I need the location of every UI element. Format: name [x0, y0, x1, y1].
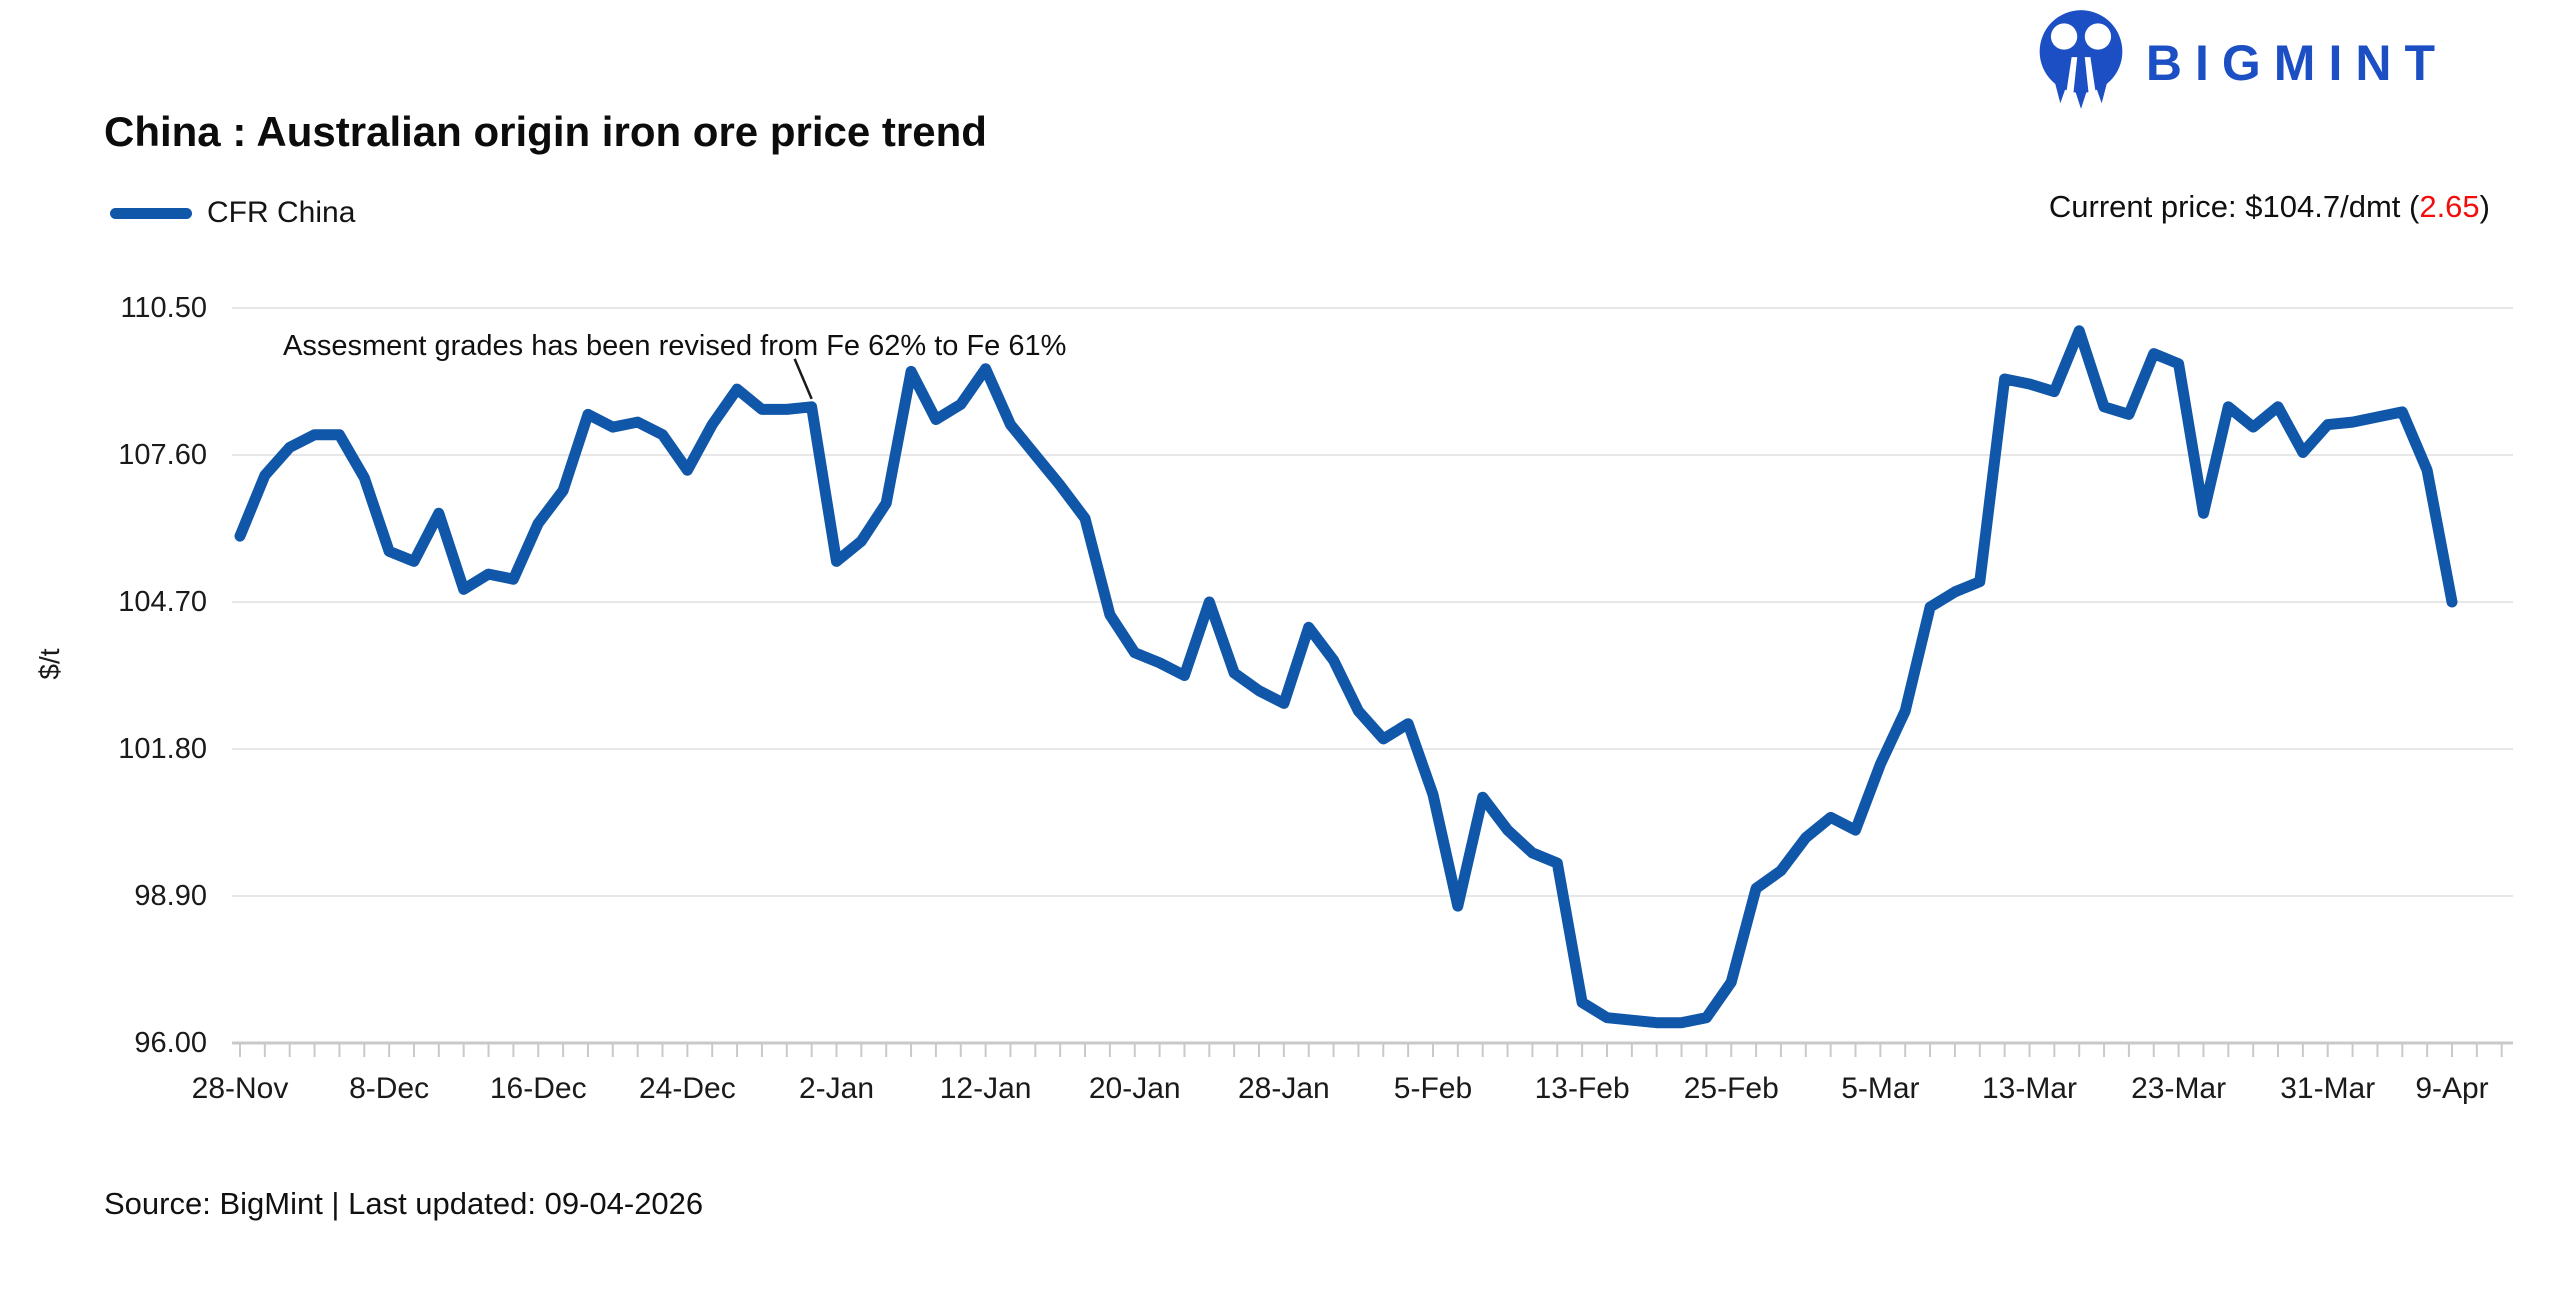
- annotation-note: Assesment grades has been revised from F…: [283, 330, 1067, 362]
- source-note: Source: BigMint | Last updated: 09-04-20…: [104, 1186, 704, 1221]
- x-tick-label: 5-Mar: [1841, 1072, 1920, 1105]
- annotation-pointer-line: [793, 358, 813, 400]
- page-title: China : Australian origin iron ore price…: [104, 108, 987, 155]
- x-tick-label: 13-Feb: [1534, 1072, 1630, 1105]
- x-tick-label: 9-Apr: [2415, 1072, 2489, 1105]
- x-tick-label: 28-Nov: [191, 1072, 289, 1105]
- x-tick-label: 28-Jan: [1237, 1072, 1330, 1105]
- current-price-change: 2.65: [2419, 189, 2480, 224]
- legend-line-swatch: [110, 207, 192, 219]
- y-tick-label: 98.90: [134, 880, 207, 912]
- y-tick-label: 104.70: [118, 586, 207, 618]
- current-price: Current price: $104.7/dmt (2.65): [2049, 189, 2490, 225]
- x-tick-label: 16-Dec: [489, 1072, 587, 1105]
- y-tick-label: 101.80: [118, 733, 207, 765]
- x-tick-label: 2-Jan: [798, 1072, 874, 1105]
- current-price-close-paren: ): [2479, 189, 2490, 224]
- cfr-china-price-line: [234, 325, 2458, 1029]
- x-tick-label: 8-Dec: [349, 1072, 430, 1105]
- legend: CFR China: [110, 196, 355, 230]
- bigmint-logo-wordmark: BIGMINT: [2145, 34, 2448, 91]
- x-tick-label: 23-Mar: [2131, 1072, 2227, 1105]
- bigmint-logo-icon: [2034, 8, 2128, 117]
- x-tick-label: 12-Jan: [939, 1072, 1032, 1105]
- x-tick-label: 31-Mar: [2280, 1072, 2376, 1105]
- y-tick-label: 110.50: [120, 292, 207, 324]
- bigmint-logo: BIGMINT: [2034, 8, 2448, 117]
- current-price-text: Current price: $104.7/dmt (: [2048, 189, 2420, 224]
- x-tick-label: 5-Feb: [1393, 1072, 1473, 1105]
- x-tick-label: 13-Mar: [1981, 1072, 2077, 1105]
- x-tick-label: 25-Feb: [1683, 1072, 1779, 1105]
- y-tick-label: 107.60: [118, 439, 207, 471]
- legend-series-label: CFR China: [207, 196, 356, 229]
- y-tick-label: 96.00: [134, 1027, 207, 1059]
- x-tick-label: 20-Jan: [1088, 1072, 1181, 1105]
- x-tick-label: 24-Dec: [639, 1072, 736, 1105]
